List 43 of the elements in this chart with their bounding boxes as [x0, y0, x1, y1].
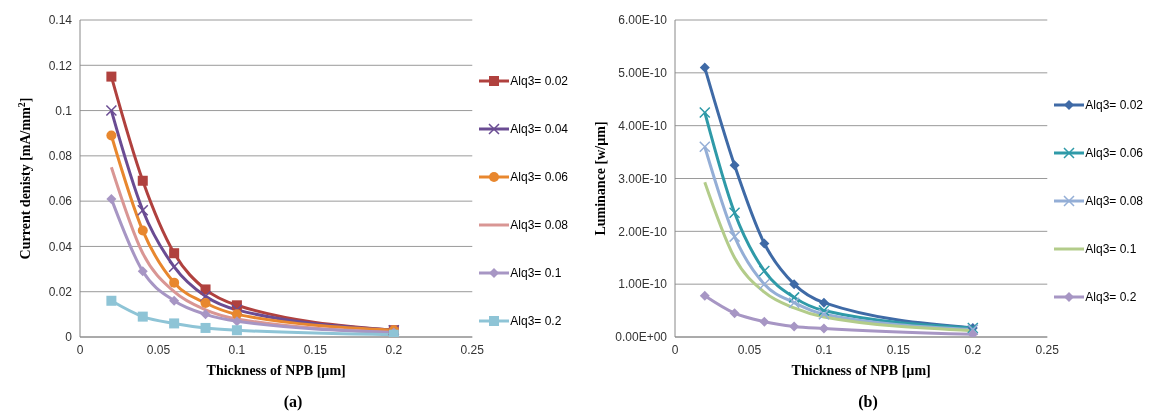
y-tick-label: 0.04: [48, 239, 73, 254]
y-tick-label: 1.00E-10: [618, 277, 668, 292]
x-tick-label: 0: [76, 342, 84, 357]
x-axis-title: Thickness of NPB [µm]: [791, 363, 931, 378]
y-tick-label: 2.00E-10: [618, 224, 668, 239]
y-tick-label: 0.14: [48, 13, 73, 28]
y-axis-title: Luminance [w/µm]: [593, 121, 608, 236]
legend-label: Alq3= 0.06: [1085, 145, 1143, 160]
x-tick-label: 0.25: [1035, 342, 1060, 357]
legend-label: Alq3= 0.02: [1085, 97, 1143, 112]
y-tick-label: 6.00E-10: [618, 13, 668, 28]
x-tick-label: 0.05: [146, 342, 171, 357]
legend-label: Alq3= 0.1: [1085, 241, 1137, 256]
y-tick-label: 5.00E-10: [618, 66, 668, 81]
text: (b): [858, 393, 878, 411]
y-tick-label: 0.06: [48, 194, 73, 209]
x-tick-label: 0.05: [737, 342, 762, 357]
y-tick-label: 0.00E+00: [615, 330, 668, 345]
x-tick-label: 0.1: [815, 342, 833, 357]
y-tick-label: 0.08: [48, 149, 73, 164]
legend-label: Alq3= 0.02: [510, 73, 568, 88]
x-tick-label: 0.15: [886, 342, 911, 357]
x-tick-label: 0: [671, 342, 679, 357]
x-tick-label: 0.25: [460, 342, 485, 357]
y-tick-label: 4.00E-10: [618, 118, 668, 133]
legend-label: Alq3= 0.04: [510, 121, 568, 136]
y-tick-label: 0.1: [55, 103, 73, 118]
x-tick-label: 0.1: [228, 342, 246, 357]
text: (a): [283, 393, 303, 411]
x-tick-label: 0.2: [385, 342, 403, 357]
y-tick-label: 0.02: [48, 284, 73, 299]
x-tick-label: 0.2: [964, 342, 982, 357]
legend-label: Alq3= 0.1: [510, 265, 562, 280]
legend-label: Alq3= 0.2: [510, 313, 562, 328]
legend-label: Alq3= 0.08: [510, 217, 568, 232]
legend-label: Alq3= 0.06: [510, 169, 568, 184]
legend-label: Alq3= 0.2: [1085, 289, 1137, 304]
x-axis-title: Thickness of NPB [µm]: [206, 363, 346, 378]
y-tick-label: 3.00E-10: [618, 171, 668, 186]
legend-label: Alq3= 0.08: [1085, 193, 1143, 208]
y-tick-label: 0: [65, 330, 73, 345]
y-tick-label: 0.12: [48, 58, 73, 73]
x-tick-label: 0.15: [303, 342, 328, 357]
